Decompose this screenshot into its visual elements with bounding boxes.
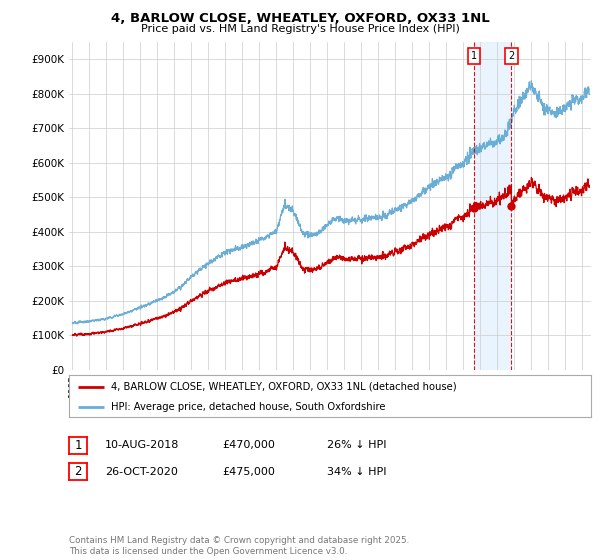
Text: 2: 2 (74, 465, 82, 478)
Text: £470,000: £470,000 (222, 440, 275, 450)
Text: 26% ↓ HPI: 26% ↓ HPI (327, 440, 386, 450)
Text: HPI: Average price, detached house, South Oxfordshire: HPI: Average price, detached house, Sout… (111, 402, 385, 412)
Text: 26-OCT-2020: 26-OCT-2020 (105, 466, 178, 477)
Bar (474, 42, 511, 370)
Text: 1: 1 (74, 438, 82, 452)
Text: £475,000: £475,000 (222, 466, 275, 477)
Text: Contains HM Land Registry data © Crown copyright and database right 2025.
This d: Contains HM Land Registry data © Crown c… (69, 536, 409, 556)
Text: 4, BARLOW CLOSE, WHEATLEY, OXFORD, OX33 1NL (detached house): 4, BARLOW CLOSE, WHEATLEY, OXFORD, OX33 … (111, 381, 457, 391)
Text: 10-AUG-2018: 10-AUG-2018 (105, 440, 179, 450)
Text: Price paid vs. HM Land Registry's House Price Index (HPI): Price paid vs. HM Land Registry's House … (140, 24, 460, 34)
Text: 2: 2 (508, 51, 515, 61)
Text: 1: 1 (471, 51, 477, 61)
Text: 4, BARLOW CLOSE, WHEATLEY, OXFORD, OX33 1NL: 4, BARLOW CLOSE, WHEATLEY, OXFORD, OX33 … (110, 12, 490, 25)
Text: 34% ↓ HPI: 34% ↓ HPI (327, 466, 386, 477)
